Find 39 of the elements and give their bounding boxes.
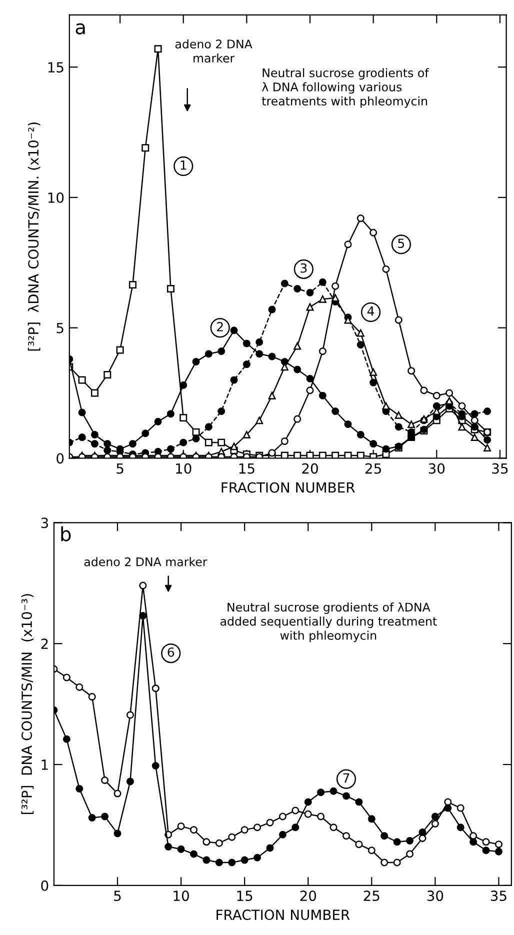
y-tick-label: 10: [48, 192, 64, 203]
x-tick-label: 20: [300, 890, 316, 902]
x-tick-label: 15: [237, 890, 252, 902]
annotation: 7: [343, 773, 350, 782]
y-tick-label: 3: [41, 518, 48, 528]
x-tick-label: 5: [114, 890, 121, 902]
x-tick-label: 5: [116, 463, 124, 474]
x-tick-label: 30: [427, 890, 444, 902]
annotation: Neutral sucrose grodients of λ DNA following various treatments with phleomycin: [262, 68, 430, 108]
x-tick-label: 35: [490, 890, 506, 902]
y-tick-label: 0: [41, 880, 48, 891]
annotation: adeno 2 DNA marker: [175, 39, 252, 63]
x-axis-title: FRACTION NUMBER: [222, 482, 355, 493]
x-tick-label: 10: [174, 890, 189, 902]
annotation: 5: [398, 238, 404, 248]
annotation: 1: [180, 160, 186, 170]
x-tick-label: 25: [366, 463, 381, 474]
chart-title: a: [76, 23, 85, 34]
y-tick-label: 0: [56, 453, 64, 464]
x-axis-title: FRACTION NUMBER: [216, 910, 350, 920]
annotation: 6: [168, 647, 174, 657]
y-axis-title: [³²P] λDNA COUNTS/MIN. (x10⁻²): [28, 122, 40, 351]
y-axis-title: [³²P] DNA COUNTS/MIN (x10⁻³): [21, 594, 34, 814]
annotation: 3: [300, 263, 307, 273]
chart-title: b: [61, 526, 71, 542]
y-tick-label: 5: [56, 322, 64, 334]
y-tick-label: 15: [48, 62, 64, 73]
y-tick-label: 2: [41, 638, 48, 649]
x-tick-label: 10: [176, 463, 192, 474]
x-tick-label: 25: [364, 890, 380, 902]
annotation: adeno 2 DNA marker: [84, 557, 208, 566]
annotation: 2: [217, 322, 223, 332]
x-tick-label: 30: [428, 463, 445, 474]
annotation: 4: [367, 306, 374, 316]
x-tick-label: 20: [302, 463, 318, 474]
annotation: Neutral sucrose grodients of λDNA added sequentially during treatment with phleomycin: [220, 602, 437, 642]
y-tick-label: 1: [42, 760, 48, 770]
x-tick-label: 15: [239, 463, 254, 474]
x-tick-label: 35: [492, 463, 508, 474]
